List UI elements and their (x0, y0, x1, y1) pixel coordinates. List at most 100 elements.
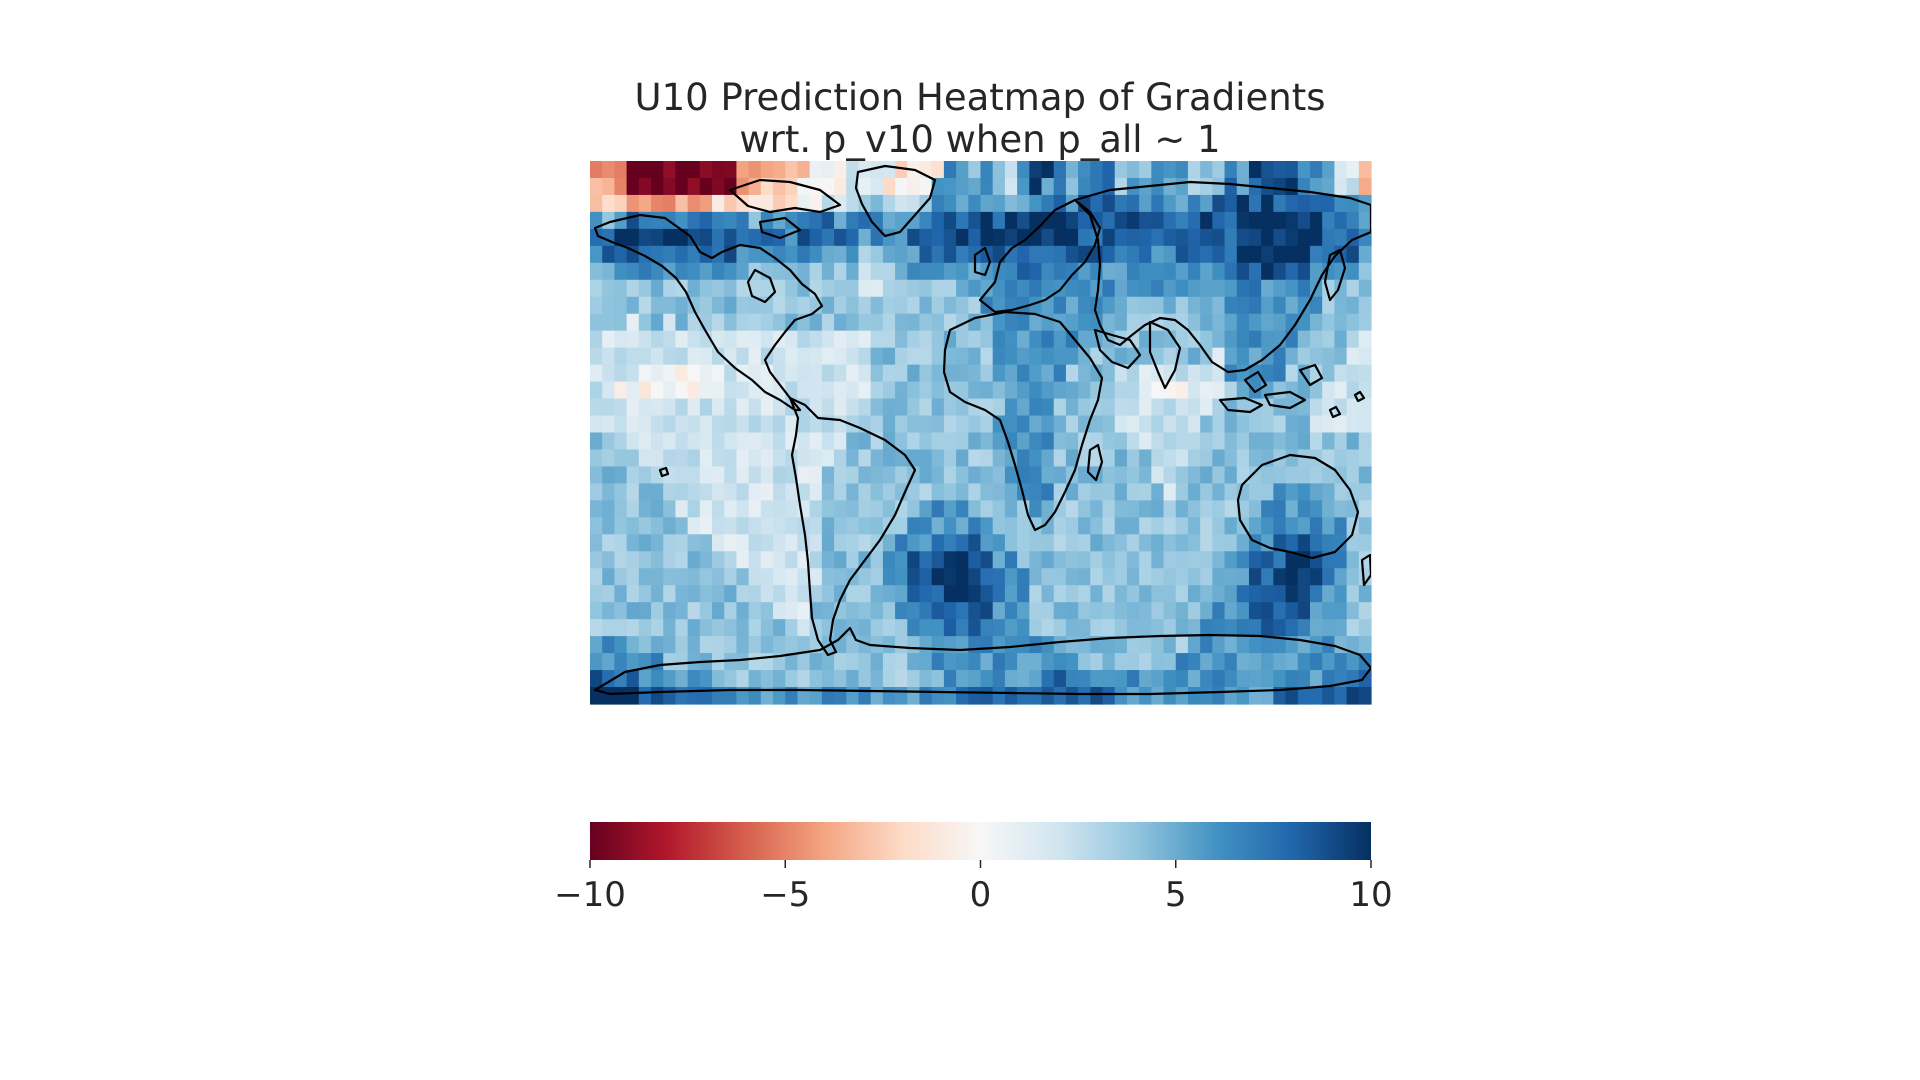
heatmap-cell (1029, 687, 1043, 705)
heatmap-cell (687, 415, 701, 434)
heatmap-cell (1236, 398, 1250, 417)
heatmap-cell (1163, 398, 1177, 417)
heatmap-cell (614, 568, 628, 586)
heatmap-cell (882, 500, 896, 518)
heatmap-cell (907, 381, 921, 400)
heatmap-cell (614, 194, 628, 213)
heatmap-cell (638, 279, 652, 298)
heatmap-cell (1248, 636, 1262, 654)
heatmap-cell (1297, 245, 1311, 264)
heatmap-cell (821, 245, 835, 264)
heatmap-cell (1236, 670, 1250, 688)
heatmap-cell (626, 296, 640, 315)
heatmap-cell (1175, 687, 1189, 705)
heatmap-cell (724, 534, 738, 552)
heatmap-cell (1041, 330, 1055, 349)
heatmap-cell (1236, 653, 1250, 671)
heatmap-cell (712, 636, 725, 654)
coastline-british-isles (973, 246, 992, 277)
heatmap-cell (638, 228, 652, 247)
heatmap-cell (590, 228, 603, 247)
heatmap-cell (663, 161, 677, 179)
heatmap-cell (626, 517, 640, 535)
heatmap-cell (602, 619, 615, 637)
heatmap-cell (760, 194, 774, 213)
heatmap-cell (1175, 279, 1189, 298)
heatmap-cell (1053, 602, 1067, 620)
heatmap-cell (931, 194, 945, 213)
heatmap-cell (1078, 551, 1091, 569)
heatmap-cell (1248, 602, 1262, 620)
heatmap-cell (1248, 568, 1262, 586)
heatmap-cell (675, 364, 689, 383)
heatmap-cell (590, 364, 603, 383)
heatmap-cell (956, 228, 969, 247)
heatmap-cell (1224, 653, 1238, 671)
heatmap-cell (663, 483, 677, 501)
heatmap-cell (712, 161, 725, 179)
heatmap-cell (1309, 330, 1323, 349)
heatmap-cell (846, 449, 860, 468)
heatmap-cell (858, 347, 872, 366)
heatmap-cell (797, 228, 811, 247)
heatmap-cell (1358, 687, 1372, 705)
heatmap-cell (712, 432, 725, 451)
heatmap-cell (1163, 534, 1177, 552)
heatmap-cell (1053, 398, 1067, 417)
heatmap-cell (919, 432, 933, 451)
heatmap-cell (1029, 653, 1043, 671)
heatmap-cell (1139, 194, 1152, 213)
heatmap-cell (858, 568, 872, 586)
heatmap-cell (1224, 211, 1238, 230)
heatmap-cell (1224, 415, 1238, 434)
heatmap-cell (748, 245, 762, 264)
heatmap-cell (1114, 432, 1128, 451)
heatmap-cell (1151, 534, 1165, 552)
heatmap-cell (1126, 534, 1140, 552)
heatmap-cell (675, 245, 689, 264)
heatmap-cell (834, 449, 847, 468)
heatmap-cell (870, 415, 884, 434)
heatmap-cell (1175, 517, 1189, 535)
heatmap-cell (614, 381, 628, 400)
heatmap-cell (1102, 381, 1116, 400)
heatmap-cell (992, 347, 1006, 366)
heatmap-cell (1309, 296, 1323, 315)
heatmap-cell (895, 517, 908, 535)
heatmap-cell (907, 636, 921, 654)
heatmap-cell (1248, 466, 1262, 485)
heatmap-cell (870, 347, 884, 366)
heatmap-grid (590, 161, 1372, 705)
heatmap-cell (1139, 228, 1152, 247)
heatmap-cell (1041, 177, 1055, 196)
heatmap-cell (1346, 279, 1360, 298)
heatmap-cell (1309, 381, 1323, 400)
heatmap-cell (614, 211, 628, 230)
heatmap-cell (968, 296, 982, 315)
heatmap-cell (773, 398, 786, 417)
heatmap-cell (699, 602, 713, 620)
heatmap-cell (773, 296, 786, 315)
heatmap-cell (1261, 228, 1274, 247)
heatmap-cell (1053, 568, 1067, 586)
heatmap-cell (699, 279, 713, 298)
heatmap-cell (1029, 568, 1043, 586)
heatmap-cell (870, 500, 884, 518)
heatmap-cell (1224, 500, 1238, 518)
heatmap-cell (943, 568, 957, 586)
heatmap-cell (834, 466, 847, 485)
heatmap-cell (1175, 245, 1189, 264)
heatmap-cell (882, 466, 896, 485)
heatmap-cell (1297, 585, 1311, 603)
heatmap-cell (1078, 381, 1091, 400)
heatmap-cell (1334, 211, 1348, 230)
heatmap-cell (1322, 313, 1335, 332)
heatmap-cell (1041, 568, 1055, 586)
heatmap-cell (870, 670, 884, 688)
heatmap-cell (651, 313, 664, 332)
heatmap-cell (931, 398, 945, 417)
heatmap-cell (675, 432, 689, 451)
heatmap-cell (1053, 500, 1067, 518)
heatmap-cell (943, 211, 957, 230)
heatmap-cell (1346, 415, 1360, 434)
